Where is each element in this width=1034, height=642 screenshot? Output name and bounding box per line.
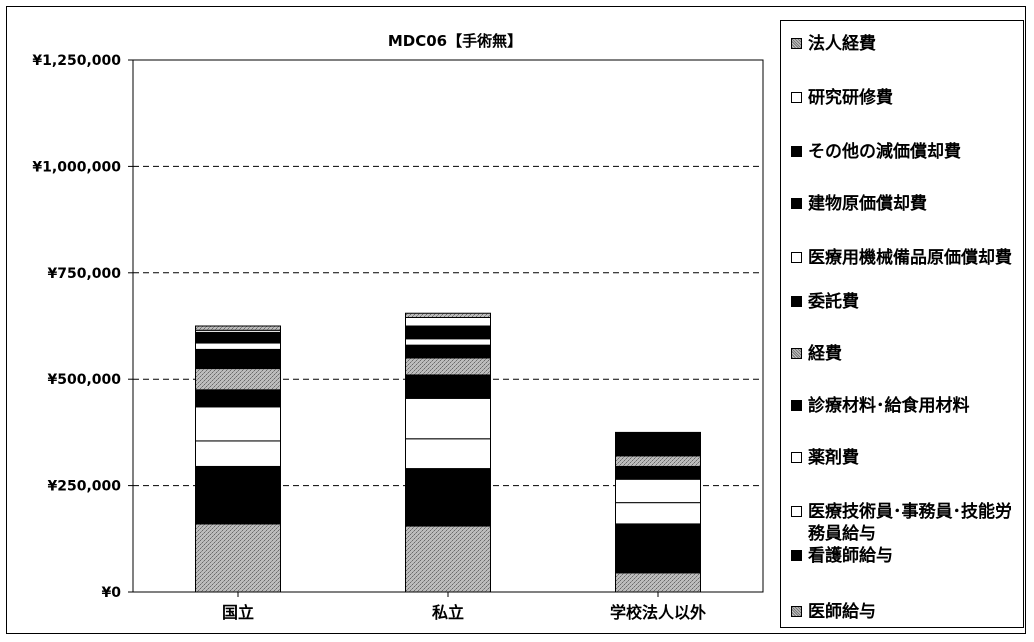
legend-label: 薬剤費 bbox=[808, 448, 859, 468]
legend-swatch bbox=[791, 400, 802, 411]
bar-stack bbox=[195, 325, 281, 593]
bar-segment bbox=[195, 325, 281, 331]
legend-item: 医師給与 bbox=[791, 601, 1016, 623]
bar-segment bbox=[615, 431, 701, 457]
y-tick-label: ¥0 bbox=[102, 585, 122, 601]
bar-segment bbox=[405, 312, 491, 318]
x-tick-label: 学校法人以外 bbox=[610, 603, 706, 622]
bar-segment bbox=[615, 455, 701, 467]
bar-segment bbox=[195, 348, 281, 370]
legend-item: 看護師給与 bbox=[791, 545, 1016, 567]
legend-item: 研究研修費 bbox=[791, 87, 1016, 109]
bar-segment bbox=[405, 331, 491, 340]
bar-segment bbox=[195, 406, 281, 442]
bar-segment bbox=[615, 523, 701, 574]
legend-item: 診療材料･給食用材料 bbox=[791, 395, 1016, 417]
bar-segment bbox=[405, 525, 491, 593]
x-tick-label: 国立 bbox=[222, 603, 254, 622]
legend-label: 医療技術員･事務員･技能労務員給与 bbox=[808, 502, 1012, 544]
bar-stack bbox=[615, 431, 701, 593]
bar-segment bbox=[405, 325, 491, 333]
legend-item: 建物原価償却費 bbox=[791, 193, 1016, 215]
y-tick-label: ¥250,000 bbox=[47, 479, 121, 495]
x-tick-label: 私立 bbox=[432, 603, 464, 622]
bar-segment bbox=[195, 440, 281, 467]
legend-label: 看護師給与 bbox=[808, 546, 893, 566]
bar-segment bbox=[195, 523, 281, 593]
legend-item: 医療技術員･事務員･技能労務員給与 bbox=[791, 501, 1016, 545]
legend-swatch bbox=[791, 452, 802, 463]
legend: 法人経費研究研修費その他の減価償却費 建物原価償却費医療用機械備品原価償却費 委託費… bbox=[780, 20, 1024, 628]
legend-swatch bbox=[791, 252, 802, 263]
bar-segment bbox=[405, 344, 491, 359]
legend-item: 経費 bbox=[791, 343, 1016, 365]
legend-swatch bbox=[791, 198, 802, 209]
y-axis-ticks: ¥0 ¥250,000 ¥500,000 ¥750,000 ¥1,000,000 ¥1,2… bbox=[32, 53, 133, 601]
y-tick-label: ¥500,000 bbox=[47, 372, 121, 388]
legend-item: 法人経費 bbox=[791, 33, 1016, 55]
legend-label: 委託費 bbox=[808, 292, 859, 312]
legend-swatch bbox=[791, 146, 802, 157]
y-tick-label: ¥1,250,000 bbox=[32, 53, 121, 69]
bar-segment bbox=[405, 357, 491, 376]
legend-label: 医療用機械備品原価償却費 bbox=[808, 248, 1012, 268]
bar-segment bbox=[195, 368, 281, 391]
y-tick-label: ¥1,000,000 bbox=[32, 159, 121, 175]
bar-segment bbox=[405, 338, 491, 346]
bar-stack bbox=[405, 312, 491, 593]
legend-item: 委託費 bbox=[791, 291, 1016, 313]
bars bbox=[195, 312, 701, 593]
bar-segment bbox=[195, 342, 281, 350]
legend-swatch bbox=[791, 506, 802, 517]
bar-segment bbox=[405, 438, 491, 470]
legend-item: 医療用機械備品原価償却費 bbox=[791, 247, 1016, 269]
legend-label: 診療材料･給食用材料 bbox=[808, 396, 970, 416]
bar-segment bbox=[405, 316, 491, 327]
bar-segment bbox=[615, 572, 701, 593]
legend-swatch bbox=[791, 38, 802, 49]
bar-segment bbox=[405, 374, 491, 399]
bar-segment bbox=[615, 502, 701, 525]
bar-segment bbox=[615, 478, 701, 504]
bar-segment bbox=[195, 465, 281, 525]
legend-label: 建物原価償却費 bbox=[808, 194, 927, 214]
legend-label: 医師給与 bbox=[808, 602, 876, 622]
legend-item: その他の減価償却費 bbox=[791, 141, 1016, 163]
legend-label: 研究研修費 bbox=[808, 88, 893, 108]
y-tick-label: ¥750,000 bbox=[47, 266, 121, 282]
bar-segment bbox=[195, 389, 281, 408]
bar-segment bbox=[615, 465, 701, 480]
bar-segment bbox=[405, 468, 491, 527]
x-axis-labels: 国立 私立 学校法人以外 bbox=[222, 592, 706, 622]
legend-swatch bbox=[791, 92, 802, 103]
bar-segment bbox=[195, 331, 281, 338]
legend-swatch bbox=[791, 348, 802, 359]
legend-item: 薬剤費 bbox=[791, 447, 1016, 469]
bar-segment bbox=[195, 336, 281, 344]
chart-frame bbox=[6, 6, 1026, 634]
legend-swatch bbox=[791, 296, 802, 307]
legend-swatch bbox=[791, 606, 802, 617]
legend-swatch bbox=[791, 550, 802, 561]
legend-label: 法人経費 bbox=[808, 34, 876, 54]
legend-label: 経費 bbox=[808, 344, 842, 364]
bar-segment bbox=[405, 397, 491, 440]
legend-label: その他の減価償却費 bbox=[808, 142, 961, 162]
chart-title: MDC06【手術無】 bbox=[388, 32, 522, 50]
